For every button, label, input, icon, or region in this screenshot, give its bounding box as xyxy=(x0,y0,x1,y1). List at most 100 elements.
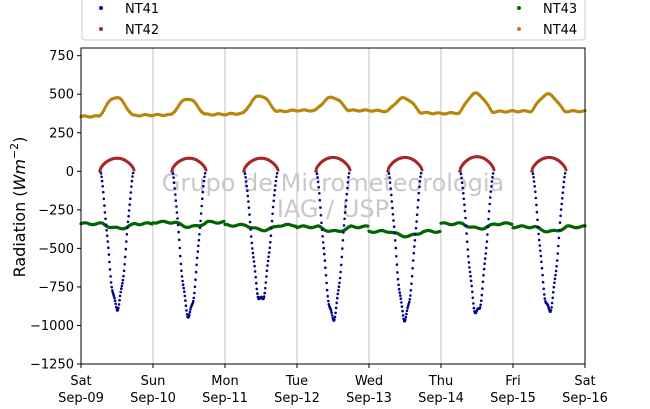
point-nt41 xyxy=(319,206,322,209)
point-nt41 xyxy=(269,240,272,244)
point-nt41 xyxy=(176,217,179,220)
point-nt41 xyxy=(469,274,472,278)
point-nt41 xyxy=(339,270,342,274)
point-nt41 xyxy=(109,281,113,284)
point-nt41 xyxy=(188,310,192,314)
point-nt41 xyxy=(410,274,414,278)
point-nt41 xyxy=(327,299,330,303)
point-nt41 xyxy=(471,296,475,300)
y-tick-label: −500 xyxy=(38,242,74,257)
point-nt41 xyxy=(249,235,253,238)
point-nt41 xyxy=(406,306,409,310)
point-nt41 xyxy=(559,208,563,211)
x-tick-weekday: Sun xyxy=(141,374,166,389)
point-nt41 xyxy=(185,309,188,312)
point-nt41 xyxy=(546,304,550,308)
point-nt41 xyxy=(252,260,256,263)
y-axis-label-exponent: −2 xyxy=(8,143,21,159)
point-nt41 xyxy=(414,233,417,236)
point-nt41 xyxy=(534,196,538,200)
point-nt41 xyxy=(319,214,323,217)
legend-label-nt41: NT41 xyxy=(125,2,159,17)
point-nt41 xyxy=(341,239,345,242)
x-tick-date: Sep-11 xyxy=(202,391,248,406)
point-nt41 xyxy=(460,181,464,184)
x-tick-date: Sep-13 xyxy=(346,391,392,406)
point-nt41 xyxy=(550,306,553,309)
point-nt41 xyxy=(323,259,327,262)
point-nt41 xyxy=(486,233,489,236)
point-nt41 xyxy=(541,280,545,284)
point-nt41 xyxy=(99,172,103,175)
point-nt41 xyxy=(552,285,556,289)
point-nt41 xyxy=(461,186,465,190)
point-nt41 xyxy=(321,235,324,238)
point-nt41 xyxy=(172,181,176,184)
point-nt41 xyxy=(274,179,278,183)
point-nt41 xyxy=(126,226,129,230)
point-nt41 xyxy=(478,306,482,309)
watermark: Grupo de Micrometeorologia IAG / USP xyxy=(162,169,504,223)
point-nt41 xyxy=(127,209,131,212)
point-nt41 xyxy=(342,224,346,227)
point-nt41 xyxy=(337,289,340,292)
point-nt41 xyxy=(102,197,106,201)
point-nt41 xyxy=(393,231,396,235)
point-nt41 xyxy=(557,244,560,248)
point-nt41 xyxy=(267,251,271,254)
point-nt41 xyxy=(399,297,403,301)
point-nt41 xyxy=(174,199,178,202)
point-nt42 xyxy=(348,168,352,172)
point-nt41 xyxy=(553,277,557,281)
point-nt41 xyxy=(272,199,276,203)
legend-marker-nt41 xyxy=(99,6,103,10)
point-nt41 xyxy=(540,260,543,264)
point-nt41 xyxy=(199,219,202,223)
point-nt41 xyxy=(318,192,321,195)
point-nt41 xyxy=(543,297,547,300)
point-nt41 xyxy=(131,175,134,178)
point-nt41 xyxy=(490,180,494,183)
point-nt41 xyxy=(343,217,346,221)
point-nt41 xyxy=(542,287,545,291)
point-nt41 xyxy=(537,238,541,242)
y-tick-label: 750 xyxy=(49,49,74,64)
point-nt41 xyxy=(344,205,348,208)
point-nt41 xyxy=(262,297,265,300)
point-nt41 xyxy=(203,172,207,175)
point-nt41 xyxy=(535,210,539,214)
point-nt41 xyxy=(264,281,268,284)
point-nt41 xyxy=(107,253,111,256)
point-nt41 xyxy=(488,202,492,206)
grid-lines xyxy=(152,48,514,364)
point-nt41 xyxy=(107,246,110,249)
point-nt41 xyxy=(419,171,423,175)
point-nt41 xyxy=(562,185,565,189)
point-nt41 xyxy=(487,209,491,213)
point-nt41 xyxy=(264,286,267,290)
point-nt41 xyxy=(315,172,319,175)
point-nt41 xyxy=(267,255,270,259)
y-axis-label: Radiation (Wm−2) xyxy=(8,137,29,278)
point-nt41 xyxy=(391,206,394,210)
point-nt41 xyxy=(347,175,350,179)
point-nt41 xyxy=(185,313,189,316)
point-nt41 xyxy=(244,180,248,183)
point-nt41 xyxy=(179,262,183,266)
point-nt41 xyxy=(102,190,105,194)
point-nt41 xyxy=(398,291,402,294)
point-nt41 xyxy=(481,287,484,290)
point-nt41 xyxy=(127,214,130,218)
point-nt41 xyxy=(193,291,196,295)
point-nt41 xyxy=(555,265,558,268)
point-nt41 xyxy=(117,306,120,310)
x-tick-date: Sep-10 xyxy=(130,391,176,406)
point-nt43 xyxy=(438,229,442,233)
point-nt41 xyxy=(255,287,259,291)
point-nt41 xyxy=(483,262,486,266)
x-tick-weekday: Mon xyxy=(211,374,238,389)
point-nt41 xyxy=(482,273,485,277)
point-nt41 xyxy=(248,213,251,216)
point-nt41 xyxy=(111,289,114,292)
point-nt41 xyxy=(543,293,546,296)
